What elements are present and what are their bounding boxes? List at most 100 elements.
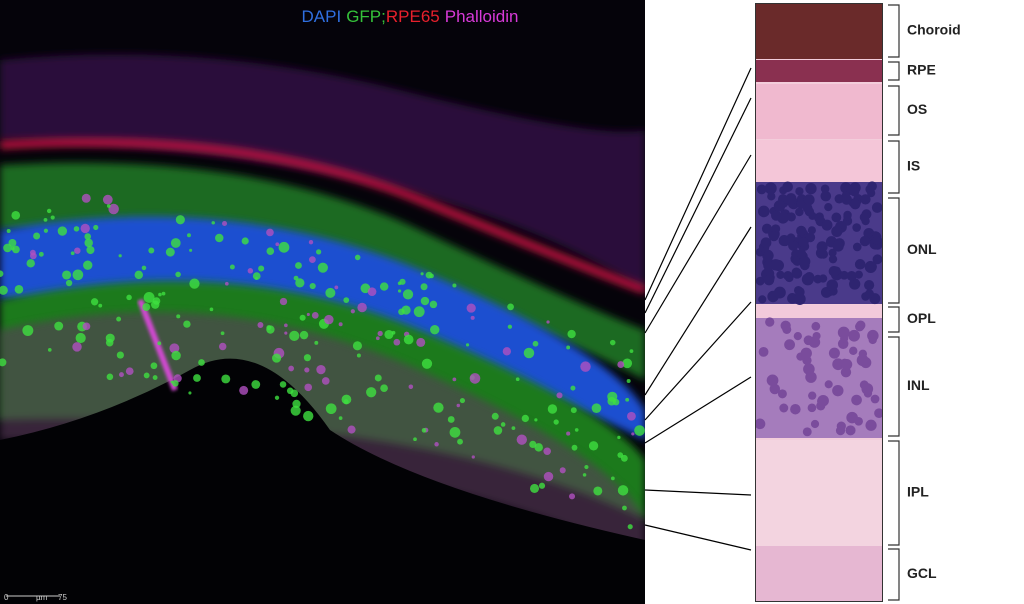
- nucleus: [850, 198, 861, 210]
- connector: [644, 301, 752, 421]
- speck: [193, 374, 201, 382]
- layer-label: IS: [907, 158, 920, 174]
- nucleus: [796, 248, 807, 259]
- bracket: [888, 4, 900, 58]
- nucleus: [848, 329, 860, 342]
- speck: [325, 403, 337, 415]
- speck: [81, 193, 91, 203]
- nucleus: [777, 211, 789, 224]
- speck: [425, 271, 433, 279]
- speck: [434, 442, 439, 447]
- nucleus: [784, 194, 796, 206]
- speck: [151, 300, 160, 309]
- nucleus: [865, 184, 875, 194]
- speck: [90, 298, 99, 306]
- nucleus: [791, 267, 801, 277]
- speck: [93, 224, 99, 231]
- speck: [186, 233, 191, 238]
- bracket: [888, 61, 900, 81]
- speck: [229, 264, 235, 270]
- nucleus: [805, 182, 817, 195]
- speck: [570, 385, 576, 391]
- nucleus: [872, 236, 881, 245]
- speck: [299, 330, 309, 340]
- speck: [456, 403, 461, 408]
- nucleus: [807, 226, 816, 235]
- nucleus: [803, 194, 815, 206]
- speck: [0, 358, 7, 367]
- nucleus: [777, 389, 787, 399]
- speck: [74, 247, 81, 254]
- nucleus: [779, 403, 789, 413]
- nucleus: [811, 321, 821, 331]
- speck: [102, 194, 113, 205]
- nucleus: [864, 280, 875, 291]
- speck: [290, 405, 301, 416]
- speck: [143, 291, 155, 303]
- speck: [158, 292, 162, 297]
- nucleus: [795, 207, 804, 217]
- nucleus: [849, 346, 858, 356]
- speck: [567, 329, 576, 339]
- legend-item: DAPI: [302, 7, 342, 26]
- speck: [80, 223, 90, 234]
- nucleus: [800, 347, 812, 359]
- speck: [507, 303, 514, 311]
- speck: [534, 418, 538, 422]
- speck: [391, 330, 396, 335]
- speck: [106, 204, 111, 208]
- speck: [420, 296, 430, 306]
- speck: [466, 303, 476, 313]
- speck: [143, 372, 150, 379]
- speck: [574, 428, 579, 432]
- speck: [591, 403, 602, 413]
- connector: [644, 489, 752, 496]
- speck: [459, 398, 466, 404]
- speck: [582, 473, 587, 477]
- nucleus: [820, 184, 830, 194]
- speck: [303, 354, 312, 362]
- nucleus: [780, 320, 791, 331]
- nucleus: [855, 322, 865, 332]
- speck: [142, 303, 151, 312]
- nucleus: [854, 417, 863, 426]
- nucleus: [846, 271, 857, 281]
- nucleus: [874, 408, 882, 419]
- speck: [118, 254, 122, 258]
- speck: [375, 336, 380, 341]
- speck: [367, 287, 377, 297]
- speck: [116, 316, 122, 322]
- layer-label: INL: [907, 377, 930, 393]
- speck: [401, 305, 411, 315]
- speck: [47, 348, 52, 352]
- speck: [465, 343, 470, 347]
- speck: [521, 414, 529, 423]
- speck: [221, 220, 228, 227]
- speck: [553, 419, 559, 425]
- speck: [634, 425, 645, 436]
- speck: [570, 407, 577, 414]
- speck: [148, 247, 155, 254]
- speck: [471, 455, 475, 459]
- speck: [491, 412, 499, 420]
- speck: [516, 434, 527, 445]
- speck: [84, 233, 92, 240]
- nucleus: [817, 396, 827, 407]
- speck: [0, 285, 8, 295]
- nucleus: [756, 276, 765, 286]
- speck: [220, 331, 225, 336]
- nucleus: [801, 273, 814, 286]
- speck: [54, 321, 64, 331]
- nucleus: [835, 426, 846, 436]
- speck: [247, 268, 254, 274]
- nucleus: [773, 286, 786, 299]
- speck: [292, 399, 301, 409]
- scale-start: 0: [4, 593, 9, 602]
- speck: [134, 270, 144, 280]
- speck: [278, 241, 290, 253]
- speck: [529, 483, 540, 494]
- speck: [279, 297, 288, 306]
- nucleus: [757, 205, 770, 218]
- speck: [176, 314, 181, 319]
- speck: [299, 314, 306, 321]
